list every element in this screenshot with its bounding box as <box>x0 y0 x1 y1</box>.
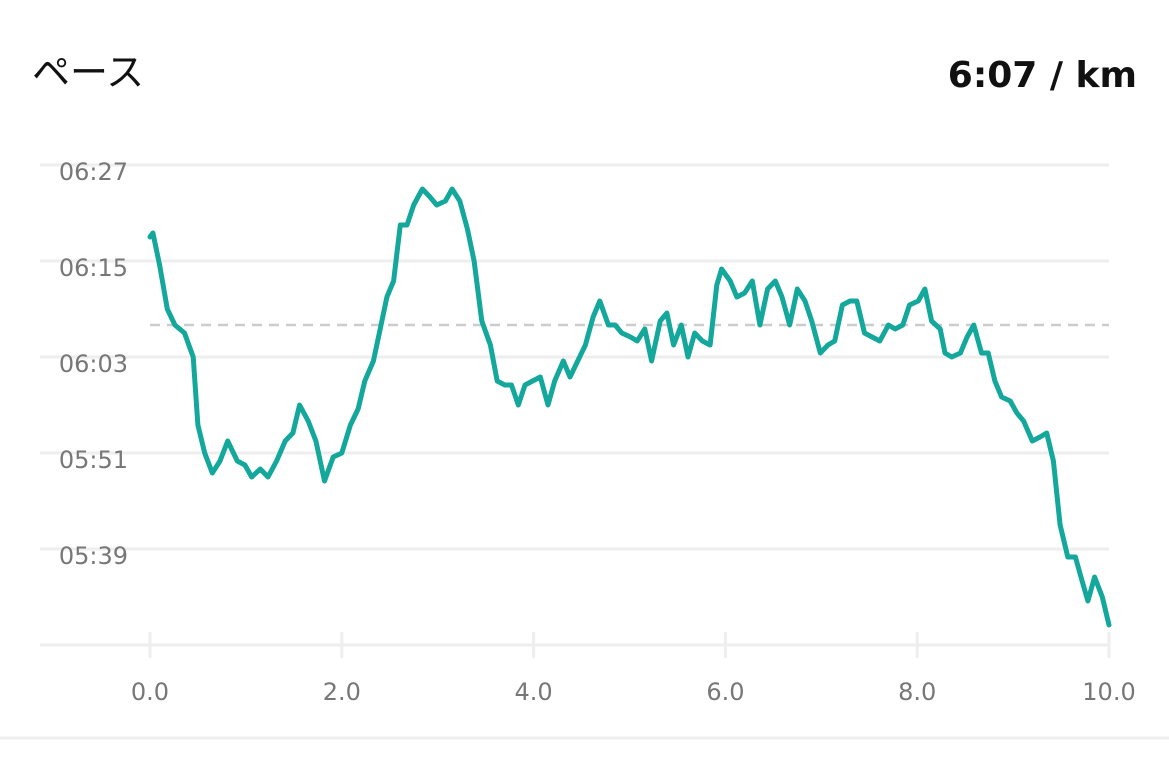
y-tick-label: 05:51 <box>59 446 128 474</box>
pace-line <box>147 186 1112 628</box>
summary: 6:07 / km <box>948 55 1137 96</box>
x-tick-label: 2.0 <box>323 678 361 706</box>
y-tick-label: 06:15 <box>59 254 128 282</box>
chart-title: ペース <box>32 51 144 95</box>
x-tick-label: 6.0 <box>706 678 744 706</box>
y-tick-label: 06:27 <box>59 158 128 186</box>
x-tick-label: 10.0 <box>1082 678 1135 706</box>
x-tick-label: 0.0 <box>131 678 169 706</box>
x-tick-label: 4.0 <box>515 678 553 706</box>
x-tick-label: 8.0 <box>898 678 936 706</box>
y-tick-label: 06:03 <box>59 350 128 378</box>
y-tick-label: 05:39 <box>59 542 128 570</box>
